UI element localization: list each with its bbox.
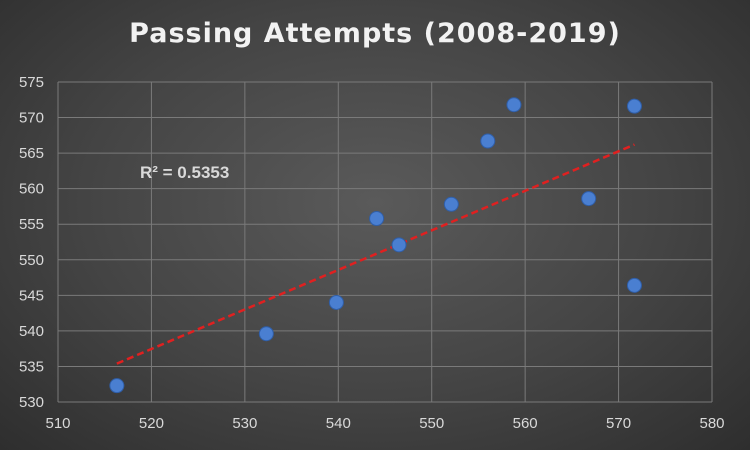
data-point: [480, 133, 496, 149]
x-tick-label: 530: [232, 415, 257, 432]
trendline: [116, 143, 635, 365]
y-axis-ticks: 530 535 540 545 550 555 560 565 570 575: [19, 74, 44, 411]
data-point: [328, 294, 344, 310]
y-tick-label: 555: [19, 216, 44, 233]
x-tick-label: 580: [699, 415, 724, 432]
x-tick-label: 560: [513, 415, 538, 432]
x-tick-label: 510: [45, 415, 70, 432]
data-point: [626, 277, 642, 293]
data-point: [506, 97, 522, 113]
data-point: [369, 211, 385, 227]
data-point: [391, 237, 407, 253]
y-tick-label: 560: [19, 181, 44, 198]
x-tick-label: 570: [606, 415, 631, 432]
y-tick-label: 565: [19, 145, 44, 162]
r-squared-annotation: R² = 0.5353: [140, 163, 229, 182]
x-tick-label: 540: [326, 415, 351, 432]
y-tick-label: 545: [19, 287, 44, 304]
data-point: [581, 191, 597, 207]
chart-title: Passing Attempts (2008-2019): [129, 18, 621, 49]
x-tick-label: 550: [419, 415, 444, 432]
y-tick-label: 540: [19, 323, 44, 340]
gridlines: [57, 81, 713, 403]
data-point: [626, 98, 642, 114]
data-point: [109, 378, 125, 394]
data-points: [109, 97, 642, 394]
y-tick-label: 570: [19, 110, 44, 127]
y-tick-label: 530: [19, 394, 44, 411]
y-tick-label: 575: [19, 74, 44, 91]
data-point: [258, 326, 274, 342]
x-axis-ticks: 510 520 530 540 550 560 570 580: [45, 415, 724, 432]
y-tick-label: 535: [19, 358, 44, 375]
data-point: [443, 196, 459, 212]
y-tick-label: 550: [19, 252, 44, 269]
x-tick-label: 520: [139, 415, 164, 432]
